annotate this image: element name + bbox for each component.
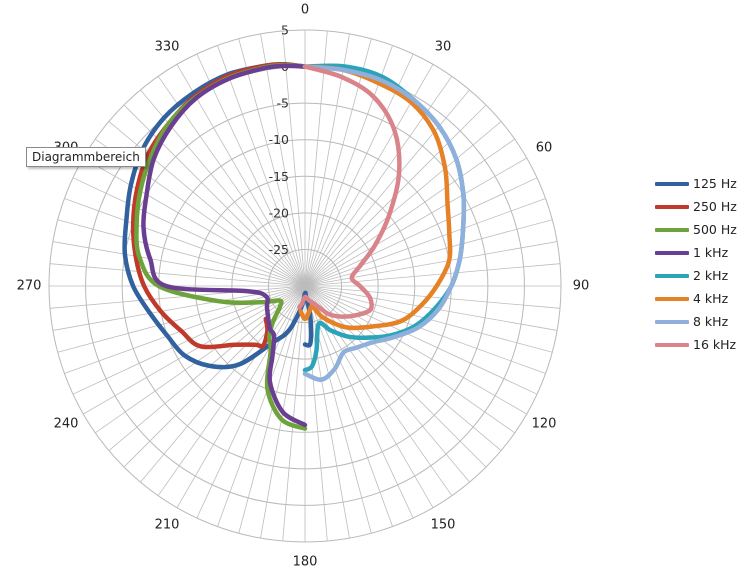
- grid-spoke: [304, 198, 546, 287]
- legend-label: 2 kHz: [693, 268, 729, 283]
- grid-spoke: [196, 285, 306, 519]
- radial-tick-label: -25: [269, 242, 289, 257]
- legend-item: 1 kHz: [655, 241, 737, 264]
- series-lines: [122, 62, 467, 431]
- angle-label: 330: [155, 39, 180, 54]
- grid-spoke: [238, 38, 306, 287]
- grid-spoke: [304, 38, 372, 287]
- radial-tick-label: -20: [269, 205, 289, 220]
- grid-spoke: [304, 285, 527, 415]
- legend-swatch: [655, 342, 689, 347]
- grid-spoke: [83, 157, 306, 287]
- polar-grid: [48, 29, 562, 543]
- grid-spoke: [304, 285, 515, 434]
- legend-item: 500 Hz: [655, 218, 737, 241]
- grid-spoke: [123, 104, 306, 287]
- grid-spoke: [304, 285, 546, 374]
- legend-swatch: [655, 181, 689, 186]
- grid-spoke: [304, 285, 470, 483]
- grid-spoke: [64, 198, 306, 287]
- grid-spoke: [304, 89, 470, 287]
- grid-spoke: [304, 219, 553, 287]
- grid-spoke: [282, 285, 306, 542]
- grid-spoke: [304, 241, 558, 287]
- legend-item: 250 Hz: [655, 195, 737, 218]
- radial-tick-label: -15: [269, 169, 289, 184]
- grid-spoke: [304, 285, 434, 508]
- grid-spoke: [217, 45, 306, 287]
- grid-spoke: [52, 241, 306, 287]
- grid-spoke: [304, 263, 561, 287]
- legend-item: 4 kHz: [655, 287, 737, 310]
- angle-label: 180: [293, 555, 318, 570]
- angle-label: 0: [301, 3, 309, 18]
- legend-item: 16 kHz: [655, 333, 737, 356]
- grid-spoke: [95, 285, 306, 434]
- grid-spoke: [176, 285, 306, 508]
- legend-label: 250 Hz: [693, 199, 737, 214]
- grid-spoke: [49, 285, 306, 309]
- angle-label: 210: [155, 518, 180, 533]
- legend-label: 8 kHz: [693, 314, 729, 329]
- grid-spoke: [304, 121, 502, 287]
- grid-spoke: [304, 177, 538, 287]
- radial-tick-label: -10: [269, 132, 289, 147]
- radial-labels: 50-5-10-15-20-25: [269, 23, 289, 257]
- grid-spoke: [238, 285, 306, 534]
- series-line-8-khz: [302, 64, 467, 382]
- legend-swatch: [655, 204, 689, 209]
- grid-spoke: [108, 285, 306, 451]
- grid-spoke: [57, 219, 306, 287]
- grid-spoke: [304, 45, 393, 287]
- legend-label: 16 kHz: [693, 337, 737, 352]
- legend-swatch: [655, 250, 689, 255]
- legend-item: 125 Hz: [655, 172, 737, 195]
- legend-label: 1 kHz: [693, 245, 729, 260]
- grid-spoke: [304, 285, 502, 451]
- legend-item: 8 kHz: [655, 310, 737, 333]
- angle-label: 270: [17, 279, 42, 294]
- angle-label: 240: [54, 417, 79, 432]
- legend-swatch: [655, 319, 689, 324]
- grid-spoke: [282, 30, 306, 287]
- radial-tick-label: 5: [281, 23, 289, 38]
- angle-label: 120: [532, 417, 557, 432]
- grid-spoke: [140, 285, 306, 483]
- grid-spoke: [304, 157, 527, 287]
- grid-spoke: [304, 285, 558, 331]
- grid-spoke: [304, 285, 538, 395]
- grid-spoke: [49, 263, 306, 287]
- series-line-1-khz: [141, 63, 308, 428]
- chart-area-tooltip: Diagrammbereich: [26, 147, 146, 167]
- grid-spoke: [304, 138, 515, 287]
- angle-label: 60: [536, 141, 553, 156]
- grid-spoke: [196, 53, 306, 287]
- grid-spoke: [157, 285, 306, 496]
- angle-label: 150: [431, 518, 456, 533]
- legend-label: 4 kHz: [693, 291, 729, 306]
- grid-spoke: [72, 177, 306, 287]
- grid-spoke: [260, 33, 306, 287]
- grid-spoke: [176, 64, 306, 287]
- grid-spoke: [304, 285, 328, 542]
- legend: 125 Hz 250 Hz 500 Hz 1 kHz 2 kHz 4 kHz 8 kHz 16…: [655, 172, 737, 356]
- series-line-16-khz: [297, 64, 402, 319]
- grid-spoke: [304, 285, 561, 309]
- legend-label: 500 Hz: [693, 222, 737, 237]
- legend-swatch: [655, 227, 689, 232]
- series-line-4-khz: [298, 64, 453, 331]
- legend-item: 2 kHz: [655, 264, 737, 287]
- radial-tick-label: -5: [277, 96, 289, 111]
- angle-label: 30: [435, 39, 452, 54]
- angle-label: 90: [573, 279, 590, 294]
- legend-swatch: [655, 273, 689, 278]
- legend-swatch: [655, 296, 689, 301]
- legend-label: 125 Hz: [693, 176, 737, 191]
